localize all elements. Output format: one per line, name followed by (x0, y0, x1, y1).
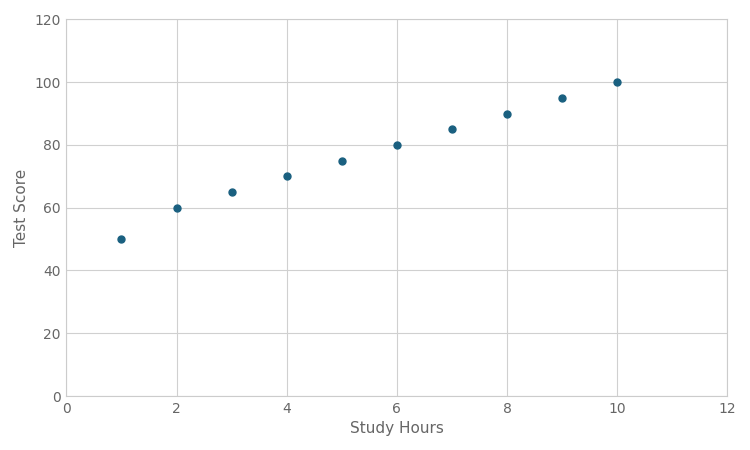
Point (556, 94, 568, 101)
Point (391, 141, 403, 149)
X-axis label: Study Hours: Study Hours (350, 421, 444, 436)
Point (611, 79, 623, 86)
Point (116, 235, 128, 243)
Point (501, 110, 513, 117)
Point (336, 157, 348, 164)
Point (226, 189, 238, 196)
Point (170, 204, 182, 212)
Point (280, 173, 292, 180)
Y-axis label: Test Score: Test Score (14, 169, 29, 247)
Point (446, 126, 458, 133)
